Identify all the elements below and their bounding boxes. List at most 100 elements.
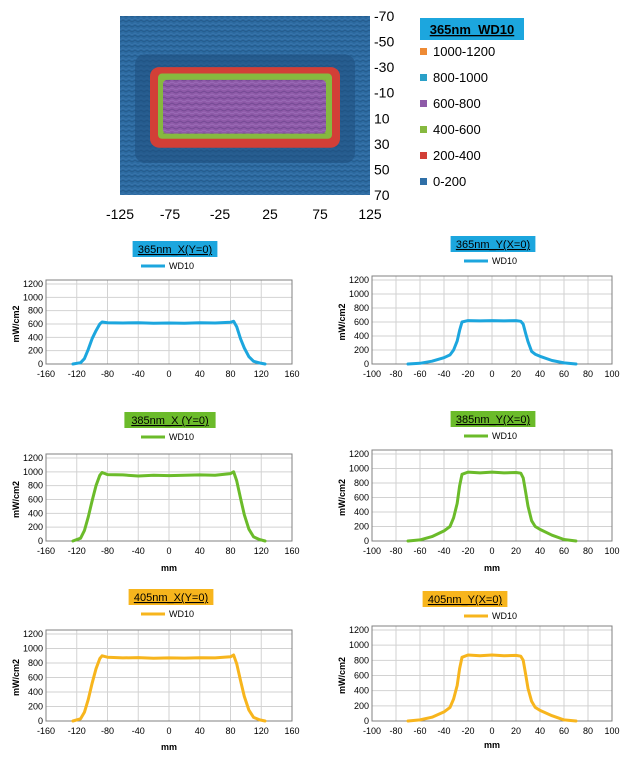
legend-swatch	[420, 100, 427, 107]
legend-swatch	[420, 74, 427, 81]
y-tick-label: 800	[354, 655, 369, 665]
x-tick-label: 40	[535, 726, 545, 736]
chart-title-box	[124, 412, 216, 428]
y-tick-label: 0	[364, 716, 369, 726]
x-tick-label: -80	[389, 546, 402, 556]
y-tick-label: 0	[38, 536, 43, 546]
line-chart-5: 405nm_X(Y=0)WD10020040060080010001200-16…	[11, 589, 300, 752]
y-axis-label: mW/cm2	[337, 303, 347, 340]
x-tick-label: -100	[363, 369, 381, 379]
chart-title: 385nm_Y(X=0)	[456, 414, 530, 426]
x-tick-label: -100	[363, 546, 381, 556]
y-tick-label: 1000	[349, 640, 369, 650]
heatmap-y-tick-label: -30	[374, 59, 394, 75]
x-tick-label: 80	[583, 369, 593, 379]
heatmap-y-tick-label: -50	[374, 34, 394, 50]
x-tick-label: 160	[284, 726, 299, 736]
x-tick-label: -80	[101, 726, 114, 736]
y-tick-label: 400	[28, 332, 43, 342]
y-axis-label: mW/cm2	[337, 657, 347, 694]
x-tick-label: -20	[461, 369, 474, 379]
y-tick-label: 400	[354, 507, 369, 517]
chart-title-box	[450, 236, 536, 252]
x-tick-label: 80	[225, 546, 235, 556]
x-tick-label: -80	[389, 726, 402, 736]
chart-title: 365nm_X(Y=0)	[138, 244, 212, 256]
legend-swatch	[420, 152, 427, 159]
heatmap-x-tick-label: -75	[160, 206, 180, 222]
x-tick-label: 100	[604, 369, 619, 379]
legend-series-label: WD10	[492, 431, 517, 441]
x-axis-label: mm	[161, 563, 177, 573]
y-tick-label: 800	[28, 481, 43, 491]
plot-frame	[45, 279, 293, 365]
legend-label: 200-400	[433, 148, 481, 163]
x-tick-label: 80	[225, 369, 235, 379]
x-tick-label: -40	[132, 546, 145, 556]
plot-frame	[371, 449, 613, 542]
x-tick-label: -120	[68, 369, 86, 379]
legend-label: 0-200	[433, 174, 466, 189]
x-tick-label: 0	[489, 726, 494, 736]
x-tick-label: -40	[437, 546, 450, 556]
y-tick-label: 1000	[23, 644, 43, 654]
x-tick-label: 0	[166, 546, 171, 556]
chart-title: 405nm_X(Y=0)	[134, 592, 208, 604]
y-tick-label: 400	[28, 687, 43, 697]
x-tick-label: 160	[284, 369, 299, 379]
legend-series-label: WD10	[169, 432, 194, 442]
y-tick-label: 200	[28, 702, 43, 712]
line-chart-1: 365nm_X(Y=0)WD10020040060080010001200-16…	[11, 241, 300, 379]
x-tick-label: 100	[604, 546, 619, 556]
heatmap-title: 365nm_WD10	[430, 22, 515, 37]
x-tick-label: -120	[68, 546, 86, 556]
plot-frame	[371, 275, 613, 365]
legend-swatch	[420, 178, 427, 185]
series-line-WD10	[406, 470, 578, 543]
y-tick-label: 800	[354, 303, 369, 313]
y-tick-label: 200	[354, 522, 369, 532]
y-tick-label: 200	[28, 522, 43, 532]
x-tick-label: 40	[195, 726, 205, 736]
x-tick-label: 20	[511, 726, 521, 736]
y-tick-label: 0	[38, 359, 43, 369]
x-axis-label: mm	[161, 742, 177, 752]
plot-frame	[45, 453, 293, 542]
series-line-WD10	[71, 470, 267, 543]
y-tick-label: 800	[354, 478, 369, 488]
y-tick-label: 400	[354, 331, 369, 341]
y-tick-label: 600	[28, 495, 43, 505]
legend-series-label: WD10	[492, 256, 517, 266]
x-tick-label: 120	[254, 546, 269, 556]
legend-label: 400-600	[433, 122, 481, 137]
y-tick-label: 0	[364, 359, 369, 369]
heatmap-y-tick-label: -10	[374, 85, 394, 101]
x-tick-label: -60	[413, 546, 426, 556]
x-tick-label: -60	[413, 726, 426, 736]
x-tick-label: -80	[101, 546, 114, 556]
x-tick-label: 100	[604, 726, 619, 736]
series-line-WD10	[406, 319, 578, 366]
x-tick-label: -20	[461, 546, 474, 556]
legend-label: 1000-1200	[433, 44, 495, 59]
chart-title-box	[128, 589, 214, 605]
x-tick-label: -100	[363, 726, 381, 736]
x-tick-label: 120	[254, 369, 269, 379]
y-axis-label: mW/cm2	[337, 479, 347, 516]
y-tick-label: 600	[354, 671, 369, 681]
x-tick-label: 0	[166, 726, 171, 736]
chart-title: 405nm_Y(X=0)	[428, 594, 502, 606]
x-tick-label: 0	[489, 369, 494, 379]
y-tick-label: 1000	[23, 292, 43, 302]
x-tick-label: 80	[583, 726, 593, 736]
line-chart-4: 385nm_Y(X=0)WD10020040060080010001200-10…	[337, 411, 620, 573]
y-tick-label: 600	[28, 319, 43, 329]
x-tick-label: 120	[254, 726, 269, 736]
legend-series-label: WD10	[169, 609, 194, 619]
heatmap-chart: -125 -75 -25 25 75 125 -70 -50 -30 -10 10 30 50 70 365…	[106, 8, 524, 222]
chart-title: 385nm_X (Y=0)	[131, 415, 208, 427]
x-tick-label: 40	[535, 369, 545, 379]
line-chart-3: 385nm_X (Y=0)WD10020040060080010001200-1…	[11, 412, 300, 573]
x-tick-label: -40	[132, 369, 145, 379]
